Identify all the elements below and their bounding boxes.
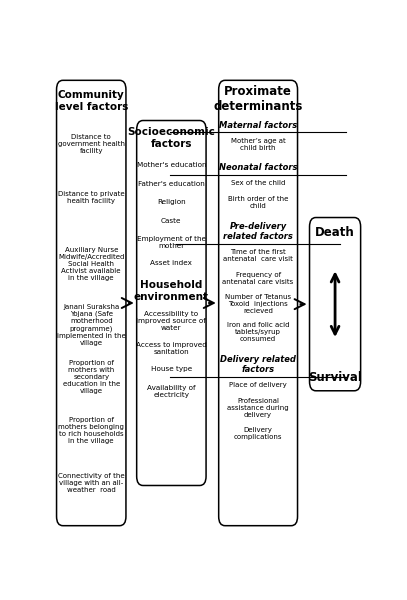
Text: Birth order of the
child: Birth order of the child xyxy=(228,196,288,209)
Text: Professional
assistance during
delivery: Professional assistance during delivery xyxy=(227,398,289,418)
FancyBboxPatch shape xyxy=(57,80,126,526)
Text: Access to improved
sanitation: Access to improved sanitation xyxy=(136,342,207,355)
Text: Neonatal factors: Neonatal factors xyxy=(219,163,298,172)
Text: Mother's education: Mother's education xyxy=(137,162,206,168)
Text: Connectivity of the
village with an all-
weather  road: Connectivity of the village with an all-… xyxy=(58,473,125,493)
Text: Asset index: Asset index xyxy=(151,260,192,266)
Text: Distance to
government health
facility: Distance to government health facility xyxy=(58,134,125,154)
Text: Socioeconomic
factors: Socioeconomic factors xyxy=(127,127,215,149)
Text: Availability of
electricity: Availability of electricity xyxy=(147,385,196,398)
Text: Iron and folic acid
tablets/syrup
consumed: Iron and folic acid tablets/syrup consum… xyxy=(227,322,289,343)
Text: Janani Suraksha
Yojana (Safe
motherhood
programme)
implemented in the
village: Janani Suraksha Yojana (Safe motherhood … xyxy=(57,304,126,346)
Text: Delivery related
factors: Delivery related factors xyxy=(220,355,296,374)
Text: Religion: Religion xyxy=(157,199,186,205)
Text: Time of the first
antenatal  care visit: Time of the first antenatal care visit xyxy=(223,250,293,262)
Text: Frequency of
antenatal care visits: Frequency of antenatal care visits xyxy=(223,272,294,284)
Text: Auxiliary Nurse
Midwife/Accredited
Social Health
Activist available
in the villa: Auxiliary Nurse Midwife/Accredited Socia… xyxy=(58,247,125,281)
Text: Household
environment: Household environment xyxy=(134,280,209,302)
Text: Pre-delivery
related factors: Pre-delivery related factors xyxy=(223,221,293,241)
Text: Proximate
determinants: Proximate determinants xyxy=(213,85,303,113)
Text: Survival: Survival xyxy=(308,371,362,384)
Text: Death: Death xyxy=(315,226,355,239)
Text: Proportion of
mothers with
secondary
education in the
village: Proportion of mothers with secondary edu… xyxy=(63,360,120,394)
Text: House type: House type xyxy=(151,366,192,372)
FancyBboxPatch shape xyxy=(137,121,206,485)
Text: Accessibility to
improved source of
water: Accessibility to improved source of wate… xyxy=(136,311,206,331)
Text: Distance to private
health facility: Distance to private health facility xyxy=(58,191,125,203)
FancyBboxPatch shape xyxy=(310,218,361,391)
Text: Caste: Caste xyxy=(161,218,182,224)
Text: Community
level factors: Community level factors xyxy=(55,91,128,112)
Text: Proportion of
mothers belonging
to rich households
in the village: Proportion of mothers belonging to rich … xyxy=(58,416,124,443)
Text: Employment of the
mother: Employment of the mother xyxy=(137,236,206,249)
FancyBboxPatch shape xyxy=(219,80,298,526)
Text: Place of delivery: Place of delivery xyxy=(229,382,287,388)
Text: Mother’s age at
child birth: Mother’s age at child birth xyxy=(231,137,285,151)
Text: Maternal factors: Maternal factors xyxy=(219,121,297,130)
Text: Delivery
complications: Delivery complications xyxy=(234,427,282,440)
Text: Sex of the child: Sex of the child xyxy=(231,180,285,186)
Text: Father's education: Father's education xyxy=(138,181,205,187)
Text: Number of Tetanus
Toxoid  injections
recieved: Number of Tetanus Toxoid injections reci… xyxy=(225,294,291,314)
